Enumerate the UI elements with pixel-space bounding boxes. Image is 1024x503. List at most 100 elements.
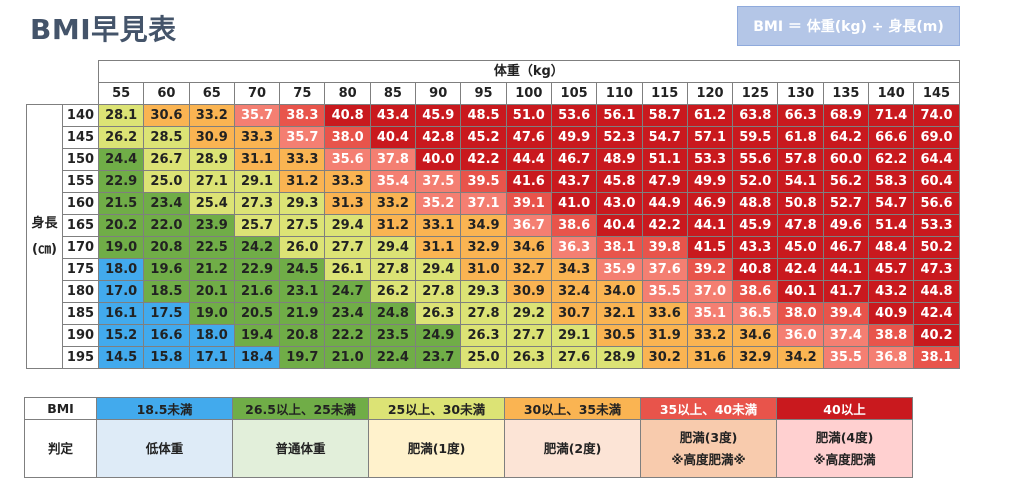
bmi-cell: 25.7 — [233, 214, 281, 237]
bmi-cell: 32.7 — [505, 258, 552, 281]
bmi-cell: 56.2 — [822, 170, 870, 193]
bmi-cell: 28.9 — [596, 346, 643, 369]
bmi-cell: 38.0 — [777, 302, 824, 325]
bmi-cell: 40.0 — [415, 148, 462, 171]
bmi-cell: 22.2 — [324, 324, 371, 347]
table-row: 155 22.9 25.0 27.1 29.1 31.2 33.3 35.4 37.5 39.5 4… — [27, 170, 960, 193]
page-title: BMI早見表 — [30, 13, 177, 46]
bmi-cell: 45.8 — [596, 170, 643, 193]
bmi-cell: 20.8 — [143, 236, 190, 259]
bmi-cell: 15.2 — [97, 324, 145, 347]
bmi-cell: 31.2 — [369, 214, 417, 237]
bmi-cell: 27.8 — [415, 280, 462, 303]
legend-range: 26.5以上、25未満 — [232, 397, 369, 420]
height-value: 160 — [62, 192, 99, 215]
bmi-cell: 57.8 — [777, 148, 824, 171]
corner-blank — [63, 61, 99, 83]
height-value: 170 — [62, 236, 99, 259]
bmi-cell: 74.0 — [913, 104, 960, 127]
bmi-cell: 62.2 — [868, 148, 915, 171]
bmi-cell: 27.5 — [279, 214, 326, 237]
bmi-cell: 43.4 — [369, 104, 417, 127]
bmi-cell: 32.1 — [596, 302, 643, 325]
bmi-cell: 26.3 — [415, 302, 462, 325]
table-row: 170 19.0 20.8 22.5 24.2 26.0 27.7 29.4 31.1 32.9 3… — [27, 236, 960, 259]
bmi-cell: 35.9 — [596, 258, 643, 281]
bmi-cell: 30.2 — [641, 346, 688, 369]
bmi-cell: 29.4 — [324, 214, 371, 237]
bmi-cell: 21.2 — [188, 258, 235, 281]
bmi-cell: 38.6 — [550, 214, 598, 237]
bmi-cell: 39.1 — [505, 192, 552, 215]
bmi-cell: 22.5 — [188, 236, 235, 259]
bmi-table: 体重（kg） 55 60 65 70 75 80 85 90 95 100 105 110 115 120… — [26, 60, 960, 369]
bmi-cell: 20.8 — [279, 324, 326, 347]
bmi-cell: 40.8 — [732, 258, 779, 281]
weight-value: 75 — [279, 82, 326, 105]
bmi-cell: 66.6 — [868, 126, 915, 149]
bmi-cell: 29.3 — [460, 280, 507, 303]
bmi-cell: 51.4 — [868, 214, 915, 237]
bmi-cell: 41.0 — [550, 192, 598, 215]
bmi-cell: 21.6 — [233, 280, 281, 303]
table-row: 165 20.2 22.0 23.9 25.7 27.5 29.4 31.2 33.1 34.9 3… — [27, 214, 960, 237]
weight-value: 65 — [188, 82, 235, 105]
table-row: 身長 (㎝) 140 28.1 30.6 33.2 35.7 38.3 40.8 43.4 45.9… — [26, 104, 960, 369]
table-row: 185 16.1 17.5 19.0 20.5 21.9 23.4 24.8 26.3 27.8 2… — [27, 302, 960, 325]
bmi-cell: 43.2 — [868, 280, 915, 303]
bmi-cell: 49.6 — [822, 214, 870, 237]
bmi-cell: 25.4 — [188, 192, 235, 215]
bmi-cell: 33.2 — [188, 104, 235, 127]
bmi-cell: 57.1 — [686, 126, 734, 149]
bmi-cell: 46.9 — [686, 192, 734, 215]
bmi-cell: 32.9 — [732, 346, 779, 369]
bmi-cell: 56.6 — [913, 192, 960, 215]
bmi-cell: 28.1 — [97, 104, 145, 127]
bmi-cell: 48.5 — [460, 104, 507, 127]
legend-judge-label: 判定 — [24, 419, 97, 478]
table-row: 175 18.0 19.6 21.2 22.9 24.5 26.1 27.8 29.4 31.0 3… — [27, 258, 960, 281]
judgment-line1: 肥満(1度) — [407, 440, 466, 456]
bmi-cell: 22.9 — [233, 258, 281, 281]
weight-value: 115 — [641, 82, 688, 105]
bmi-cell: 23.7 — [415, 346, 462, 369]
bmi-cell: 24.9 — [415, 324, 462, 347]
bmi-cell: 19.4 — [233, 324, 281, 347]
bmi-cell: 36.8 — [868, 346, 915, 369]
bmi-cell: 40.4 — [369, 126, 417, 149]
height-label: 身長 (㎝) — [26, 104, 63, 369]
bmi-cell: 26.3 — [460, 324, 507, 347]
bmi-cell: 16.1 — [97, 302, 145, 325]
bmi-cell: 37.5 — [415, 170, 462, 193]
bmi-cell: 37.4 — [822, 324, 870, 347]
bmi-cell: 35.5 — [641, 280, 688, 303]
bmi-cell: 55.6 — [732, 148, 779, 171]
bmi-cell: 29.2 — [505, 302, 552, 325]
bmi-cell: 30.6 — [143, 104, 190, 127]
bmi-cell: 45.9 — [732, 214, 779, 237]
legend-bmi-label: BMI — [24, 397, 97, 420]
bmi-cell: 22.4 — [369, 346, 417, 369]
bmi-cell: 23.4 — [324, 302, 371, 325]
bmi-cell: 33.6 — [641, 302, 688, 325]
bmi-cell: 51.0 — [505, 104, 552, 127]
height-value: 165 — [62, 214, 99, 237]
bmi-cell: 21.5 — [97, 192, 145, 215]
bmi-cell: 41.7 — [822, 280, 870, 303]
bmi-cell: 23.1 — [279, 280, 326, 303]
bmi-cell: 18.0 — [188, 324, 235, 347]
bmi-cell: 31.1 — [233, 148, 281, 171]
bmi-cell: 46.7 — [550, 148, 598, 171]
height-value: 195 — [62, 346, 99, 369]
bmi-cell: 36.3 — [550, 236, 598, 259]
table-row: 180 17.0 18.5 20.1 21.6 23.1 24.7 26.2 27.8 29.3 3… — [27, 280, 960, 303]
bmi-cell: 46.7 — [822, 236, 870, 259]
bmi-cell: 20.2 — [97, 214, 145, 237]
bmi-cell: 29.4 — [415, 258, 462, 281]
bmi-cell: 17.1 — [188, 346, 235, 369]
bmi-cell: 45.2 — [460, 126, 507, 149]
bmi-cell: 33.2 — [369, 192, 417, 215]
table-row: 145 26.2 28.5 30.9 33.3 35.7 38.0 40.4 42.8 45.2 4… — [27, 126, 960, 149]
bmi-cell: 38.6 — [732, 280, 779, 303]
bmi-cell: 34.3 — [550, 258, 598, 281]
